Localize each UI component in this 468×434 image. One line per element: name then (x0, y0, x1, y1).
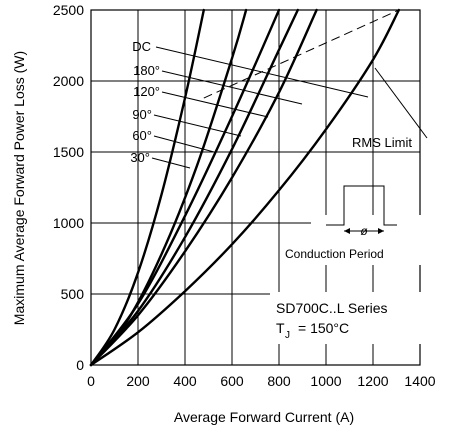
phi-symbol: ø (360, 224, 368, 238)
y-tick-label: 2000 (53, 73, 84, 89)
arrow-left-icon (344, 228, 350, 234)
label-90: 90° (132, 107, 152, 122)
x-tick-label: 1400 (404, 373, 435, 389)
tick-labels: 0 200 400 600 800 1000 1200 1400 0 500 1000 1500 200… (53, 2, 436, 389)
y-tick-label: 1000 (53, 215, 84, 231)
leader-120 (161, 91, 269, 118)
label-30: 30° (130, 150, 150, 165)
leader-rms (374, 67, 428, 139)
label-rms-limit: RMS Limit (352, 135, 412, 150)
curve-dc (89, 8, 401, 367)
tj-prefix: T (276, 320, 285, 336)
label-120: 120° (133, 84, 160, 99)
y-axis-title: Maximum Average Forward Power Loss (W) (11, 51, 27, 325)
label-180: 180° (133, 63, 160, 78)
rms-limit-line (203, 9, 400, 99)
leader-dc (155, 46, 369, 98)
curve-120-deg (89, 8, 299, 367)
series-info: SD700C..L Series T J = 150°C (270, 292, 450, 344)
leader-lines (151, 46, 428, 169)
curves (89, 8, 401, 367)
arrow-right-icon (378, 228, 384, 234)
x-tick-label: 200 (126, 373, 150, 389)
curve-labels: DC 180° 120° 90° 60° 30° RMS Limit (130, 39, 412, 165)
grid (91, 10, 420, 365)
conduction-period-label: Conduction Period (285, 247, 384, 261)
y-tick-label: 0 (76, 357, 84, 373)
x-tick-label: 0 (87, 373, 95, 389)
tj-value: = 150°C (298, 320, 349, 336)
curve-90-deg (89, 8, 281, 367)
curve-30-deg (89, 8, 205, 367)
x-tick-label: 1200 (357, 373, 388, 389)
x-tick-label: 800 (267, 373, 291, 389)
series-name: SD700C..L Series (276, 300, 388, 316)
conduction-period-inset: ø Conduction Period (285, 185, 450, 265)
leader-30 (151, 157, 191, 169)
x-tick-label: 600 (220, 373, 244, 389)
tj-subscript: J (285, 330, 290, 341)
leader-60 (153, 135, 215, 153)
leader-90 (153, 114, 242, 137)
x-axis-title: Average Forward Current (A) (174, 409, 354, 425)
conduction-waveform (326, 185, 397, 226)
leader-180 (161, 70, 303, 105)
plot-frame (90, 9, 421, 366)
y-tick-label: 500 (61, 286, 85, 302)
curve-180-deg (89, 8, 318, 367)
y-tick-label: 2500 (53, 2, 84, 18)
label-dc: DC (132, 39, 151, 54)
x-tick-label: 400 (173, 373, 197, 389)
label-60: 60° (132, 128, 152, 143)
x-tick-label: 1000 (310, 373, 341, 389)
y-tick-label: 1500 (53, 144, 84, 160)
